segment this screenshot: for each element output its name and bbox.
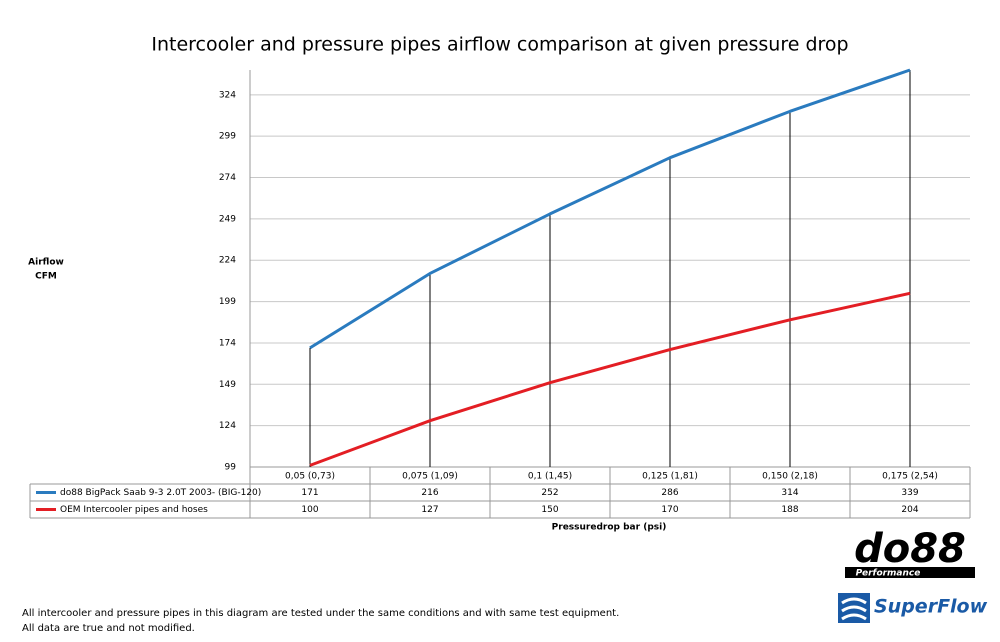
chart-title: Intercooler and pressure pipes airflow c… xyxy=(151,34,848,56)
table-value: 100 xyxy=(301,505,318,515)
y-axis-label: CFM xyxy=(35,272,57,282)
y-tick-label: 199 xyxy=(219,297,236,307)
y-tick-label: 274 xyxy=(219,173,236,183)
logo-do88: do88 Performance xyxy=(842,526,980,579)
y-tick-label: 299 xyxy=(219,132,236,142)
y-tick-label: 174 xyxy=(219,338,236,348)
y-tick-label: 249 xyxy=(219,214,236,224)
table-value: 216 xyxy=(421,488,438,498)
table-value: 127 xyxy=(421,505,438,515)
table-value: 204 xyxy=(901,505,918,515)
y-tick-label: 99 xyxy=(225,463,237,473)
table-value: 339 xyxy=(901,488,918,498)
logo-text: do88 xyxy=(854,526,966,572)
x-tick-label: 0,05 (0,73) xyxy=(285,472,335,482)
logo-text: Performance xyxy=(856,569,921,579)
logo-superflow: SuperFlow xyxy=(838,593,988,623)
y-axis-label: Airflow xyxy=(28,258,64,268)
legend-label: do88 BigPack Saab 9-3 2.0T 2003- (BIG-12… xyxy=(60,488,261,498)
y-tick-label: 224 xyxy=(219,256,236,266)
y-tick-label: 324 xyxy=(219,90,236,100)
table-value: 171 xyxy=(301,488,318,498)
table-value: 286 xyxy=(661,488,678,498)
x-tick-label: 0,125 (1,81) xyxy=(642,472,698,482)
table-value: 170 xyxy=(661,505,678,515)
x-tick-label: 0,1 (1,45) xyxy=(528,472,572,482)
table-value: 150 xyxy=(541,505,558,515)
note: All data are true and not modified. xyxy=(22,623,195,634)
y-tick-label: 149 xyxy=(219,380,236,390)
table-value: 252 xyxy=(541,488,558,498)
table-value: 314 xyxy=(781,488,798,498)
table-value: 188 xyxy=(781,505,798,515)
legend-label: OEM Intercooler pipes and hoses xyxy=(60,505,208,515)
x-tick-label: 0,075 (1,09) xyxy=(402,472,458,482)
y-tick-label: 124 xyxy=(219,421,236,431)
x-tick-label: 0,175 (2,54) xyxy=(882,472,938,482)
note: All intercooler and pressure pipes in th… xyxy=(22,608,619,619)
x-axis-label: Pressuredrop bar (psi) xyxy=(552,523,667,533)
series-line xyxy=(309,68,911,350)
x-tick-label: 0,150 (2,18) xyxy=(762,472,818,482)
logo-text: SuperFlow xyxy=(874,596,988,618)
series-line xyxy=(309,291,911,467)
